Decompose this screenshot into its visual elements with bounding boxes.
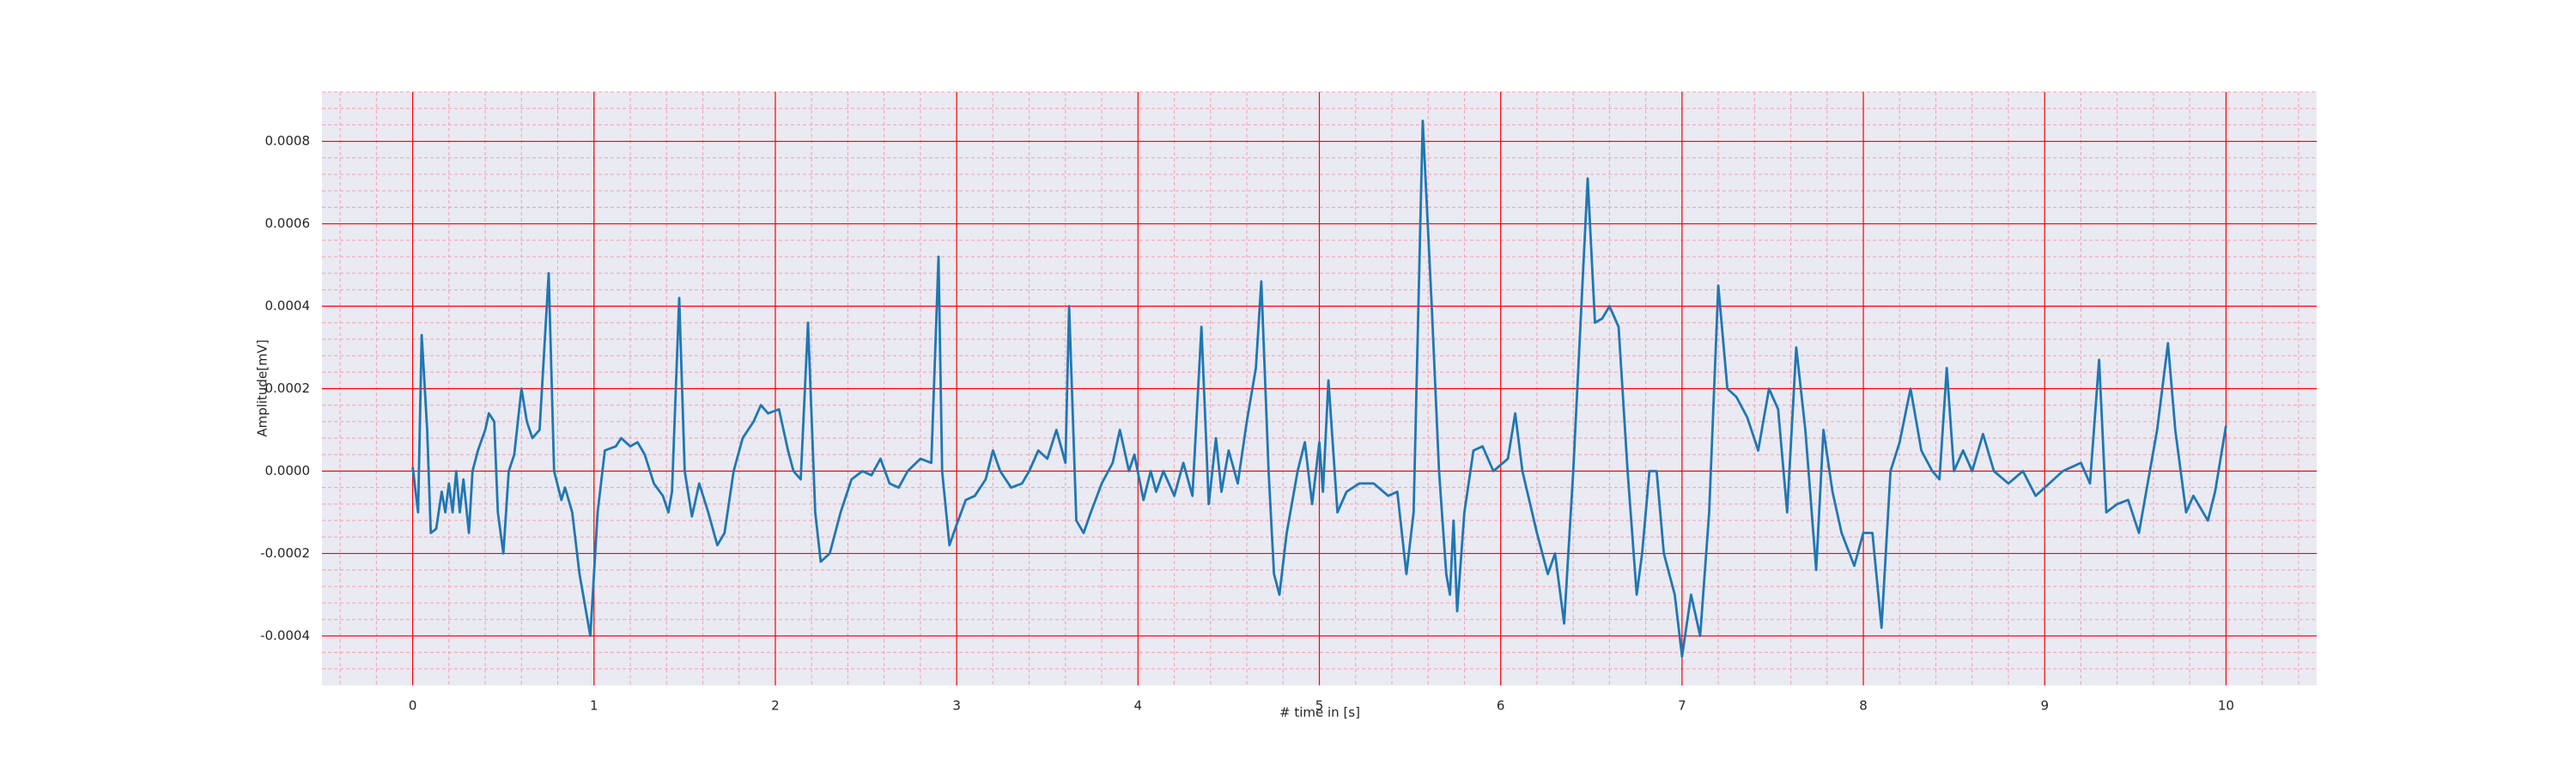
y-tick-label: 0.0000 [265, 463, 311, 478]
x-tick-label: 6 [1497, 698, 1505, 714]
x-axis-label: # time in [s] [1279, 705, 1360, 721]
x-tick-label: 1 [590, 698, 598, 714]
x-tick-label: 10 [2218, 698, 2234, 714]
x-tick-label: 7 [1678, 698, 1686, 714]
signal-line [411, 119, 2227, 658]
x-tick-label: 9 [2040, 698, 2049, 714]
x-tick-label: 0 [409, 698, 417, 714]
x-tick-label: 5 [1315, 698, 1324, 714]
y-tick-label: 0.0002 [265, 380, 311, 396]
x-tick-label: 4 [1134, 698, 1143, 714]
x-tick-label: 8 [1859, 698, 1868, 714]
y-tick-label: -0.0004 [260, 628, 310, 643]
x-tick-label: 3 [952, 698, 961, 714]
y-tick-label: 0.0008 [265, 133, 311, 149]
y-tick-label: 0.0004 [265, 298, 311, 313]
y-tick-label: 0.0006 [265, 216, 311, 231]
y-tick-label: -0.0002 [260, 545, 310, 561]
x-tick-label: 2 [771, 698, 780, 714]
y-axis-label: Amplitude[mV] [255, 339, 270, 436]
